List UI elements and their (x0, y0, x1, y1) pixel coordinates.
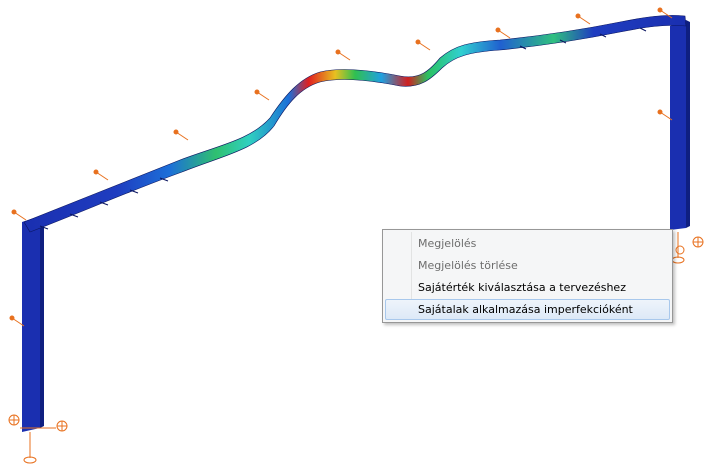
load-arrow-icon (575, 13, 591, 25)
load-arrow-icon (415, 39, 431, 51)
right-support-icon (671, 232, 704, 264)
load-arrow-icon (657, 109, 673, 121)
menu-item-megjeloles-torlese[interactable]: Megjelölés törlése (418, 259, 518, 272)
load-arrow-icon (93, 169, 109, 181)
left-column (22, 216, 44, 432)
left-support-icon (8, 414, 68, 464)
menu-item-sajatalak-alkalmazasa[interactable]: Sajátalak alkalmazása imperfekcióként (385, 299, 670, 320)
load-arrow-icon (173, 129, 189, 141)
load-arrow-icon (335, 49, 351, 61)
load-arrow-icon (254, 89, 270, 101)
context-menu: Megjelölés Megjelölés törlése Sajátérték… (382, 229, 673, 323)
load-arrow-icon (495, 27, 511, 39)
load-arrow-icon (11, 209, 27, 221)
load-arrow-icon (9, 315, 25, 327)
deformed-beam (23, 15, 687, 233)
load-arrows (9, 7, 673, 327)
load-arrow-icon (657, 7, 673, 19)
menu-item-sajatertek-kivalasztasa[interactable]: Sajátérték kiválasztása a tervezéshez (418, 281, 626, 294)
menu-item-megjeloles[interactable]: Megjelölés (418, 237, 477, 250)
right-column (670, 20, 690, 230)
